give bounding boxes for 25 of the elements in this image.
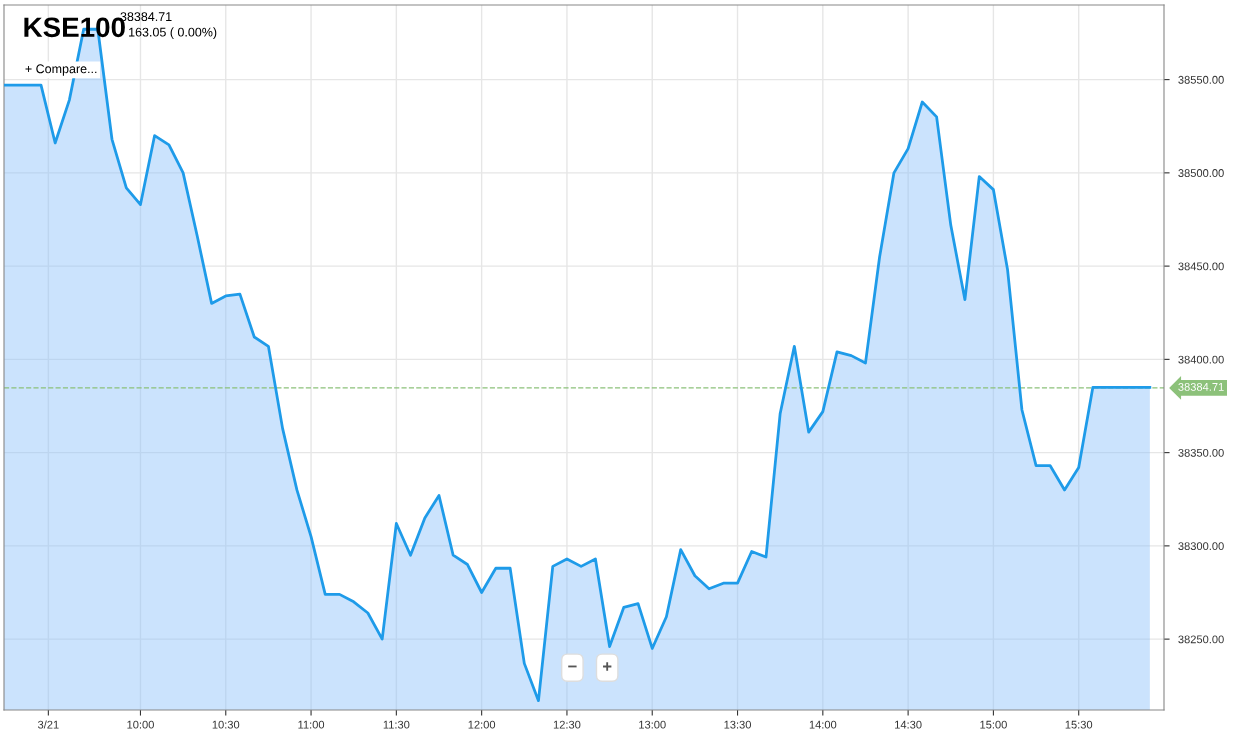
x-tick-label: 15:30	[1065, 720, 1093, 729]
annotation: +	[603, 662, 612, 671]
x-tick-label: 3/21	[37, 720, 59, 729]
y-tick-label: 38250.00	[1178, 635, 1224, 644]
y-tick-label: 38300.00	[1178, 542, 1224, 551]
x-tick-label: 12:30	[553, 720, 581, 729]
annotation: 163.05 ( 0.00%)	[129, 27, 217, 40]
y-tick-label: 38400.00	[1178, 355, 1224, 364]
y-tick-label: 38550.00	[1178, 75, 1224, 84]
x-tick-label: 15:00	[980, 720, 1007, 729]
y-tick-label: 38500.00	[1178, 169, 1224, 177]
y-tick-label: 38450.00	[1178, 262, 1224, 271]
x-tick-label: 13:00	[639, 720, 666, 729]
x-tick-label: 11:30	[383, 720, 410, 729]
x-tick-label: 11:00	[298, 720, 325, 729]
ref-line-label: 38384.71	[1178, 383, 1224, 391]
x-tick-label: 13:30	[724, 720, 751, 729]
x-tick-label: 14:30	[895, 720, 922, 729]
annotation: −	[568, 665, 577, 668]
x-tick-label: 10:30	[212, 720, 240, 729]
y-tick-label: 38350.00	[1178, 448, 1224, 457]
x-tick-label: 14:00	[809, 720, 837, 729]
x-tick-label: 10:00	[127, 720, 154, 729]
annotation: + Compare...	[25, 64, 97, 76]
x-tick-label: 12:00	[468, 720, 496, 729]
